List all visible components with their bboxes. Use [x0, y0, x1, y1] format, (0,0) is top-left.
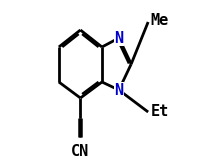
Text: N: N: [114, 31, 123, 45]
Text: CN: CN: [71, 144, 90, 159]
Text: Me: Me: [150, 13, 169, 28]
Text: Et: Et: [150, 105, 169, 120]
Text: N: N: [114, 82, 123, 98]
